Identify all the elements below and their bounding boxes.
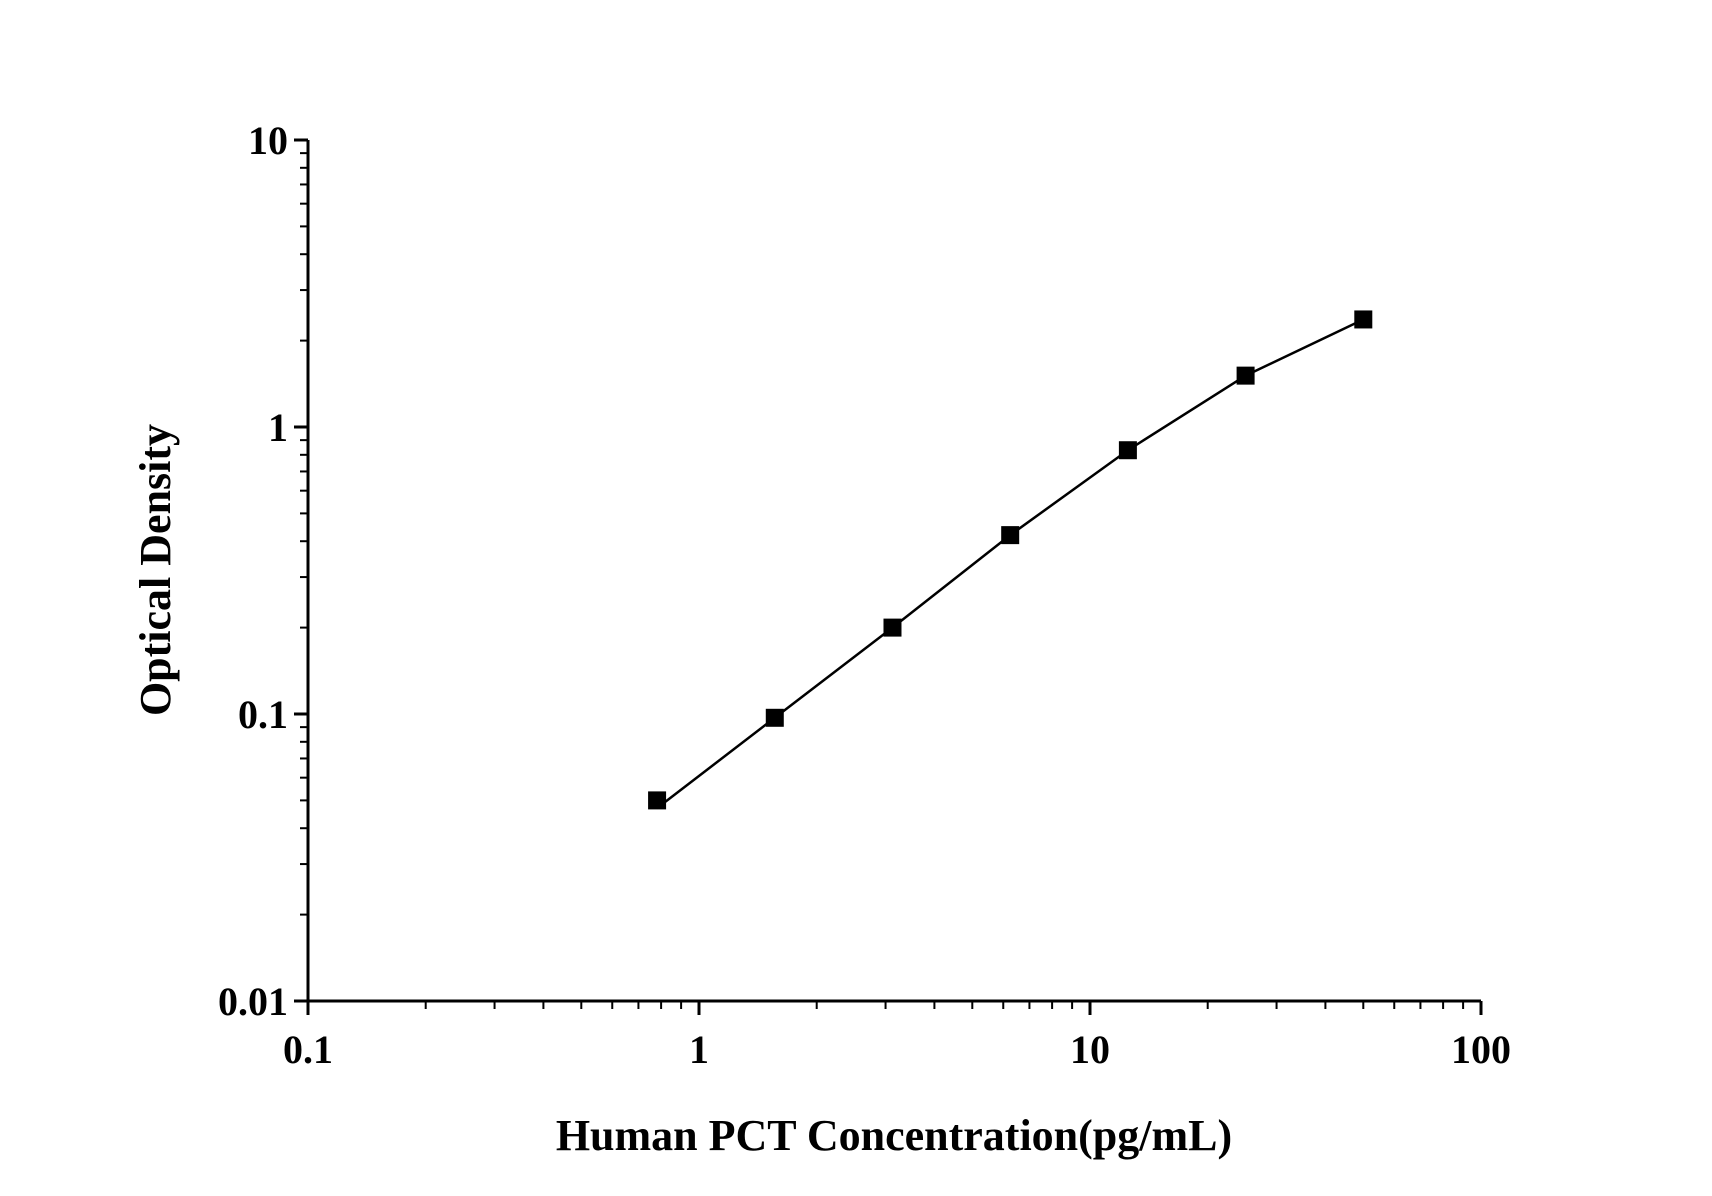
y-tick-label: 10: [248, 118, 288, 163]
x-tick-label: 10: [1070, 1027, 1110, 1072]
y-tick-label: 1: [268, 405, 288, 450]
y-tick-label: 0.01: [218, 979, 288, 1024]
data-point: [1236, 366, 1255, 385]
data-point: [648, 791, 667, 810]
x-tick-label: 1: [689, 1027, 709, 1072]
data-point: [1354, 310, 1373, 329]
y-tick-label: 0.1: [238, 692, 288, 737]
fit-curve: [656, 318, 1364, 810]
data-point: [765, 708, 784, 727]
data-point: [1118, 441, 1137, 460]
x-tick-label: 100: [1451, 1027, 1511, 1072]
y-axis-title: Optical Density: [131, 424, 180, 716]
data-point: [883, 618, 902, 637]
data-point: [1001, 526, 1020, 545]
x-axis-title: Human PCT Concentration(pg/mL): [556, 1111, 1232, 1160]
series: [648, 310, 1373, 810]
x-tick-label: 0.1: [283, 1027, 333, 1072]
ticks: [294, 138, 1483, 1015]
axes: [306, 140, 1481, 1003]
